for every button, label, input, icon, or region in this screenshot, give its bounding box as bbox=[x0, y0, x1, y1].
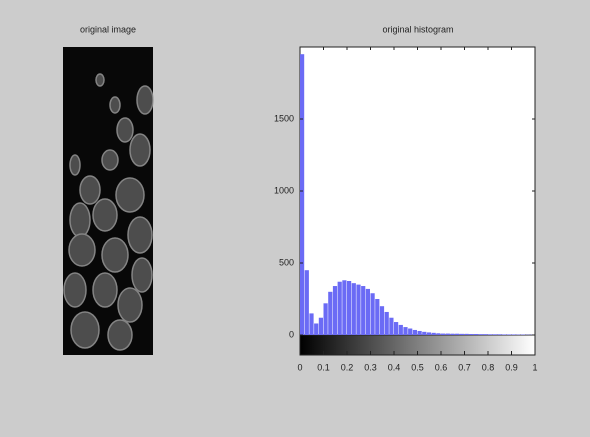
bar bbox=[318, 317, 323, 335]
x-tick-label: 0.3 bbox=[364, 362, 377, 372]
bar bbox=[483, 334, 488, 335]
x-tick-label: 0.8 bbox=[482, 362, 495, 372]
bar bbox=[506, 334, 511, 335]
bar bbox=[300, 54, 305, 335]
bar bbox=[497, 334, 502, 335]
bar bbox=[502, 334, 507, 335]
bar bbox=[469, 333, 474, 335]
x-tick-label: 0.4 bbox=[388, 362, 401, 372]
bar bbox=[455, 333, 460, 335]
bar bbox=[464, 333, 469, 335]
x-tick-label: 0 bbox=[297, 362, 302, 372]
y-tick-label: 1500 bbox=[274, 113, 294, 123]
bar bbox=[365, 288, 370, 335]
bar bbox=[370, 293, 375, 335]
bar bbox=[478, 334, 483, 335]
bar bbox=[347, 281, 352, 335]
bar bbox=[441, 333, 446, 335]
x-tick-label: 0.6 bbox=[435, 362, 448, 372]
bar bbox=[337, 281, 342, 335]
x-tick-label: 0.5 bbox=[411, 362, 424, 372]
bar bbox=[342, 280, 347, 335]
bar bbox=[511, 334, 516, 335]
y-tick-label: 0 bbox=[289, 329, 294, 339]
bar bbox=[323, 303, 328, 335]
bar bbox=[361, 286, 366, 335]
bar bbox=[450, 333, 455, 335]
y-tick-label: 500 bbox=[279, 257, 294, 267]
bar bbox=[412, 329, 417, 335]
y-tick-label: 1000 bbox=[274, 185, 294, 195]
histogram-title: original histogram bbox=[382, 24, 453, 34]
bar bbox=[379, 306, 385, 335]
bar bbox=[398, 324, 403, 335]
image bbox=[63, 47, 154, 355]
bar bbox=[492, 334, 497, 335]
bar bbox=[459, 333, 464, 335]
x-tick-label: 0.2 bbox=[341, 362, 354, 372]
image-title: original image bbox=[80, 24, 136, 34]
bar bbox=[417, 330, 422, 335]
bar bbox=[389, 317, 394, 335]
bar bbox=[426, 332, 432, 335]
bar bbox=[304, 270, 309, 335]
bar bbox=[431, 332, 436, 335]
x-tick-label: 0.1 bbox=[317, 362, 330, 372]
bar bbox=[488, 334, 493, 335]
bar bbox=[351, 283, 356, 335]
bar bbox=[422, 331, 427, 335]
bar bbox=[473, 333, 479, 335]
bar bbox=[408, 328, 413, 335]
x-tick-label: 0.9 bbox=[505, 362, 518, 372]
bar bbox=[332, 286, 338, 335]
bar bbox=[384, 311, 389, 335]
bar bbox=[394, 322, 399, 335]
bar bbox=[436, 333, 441, 335]
bar bbox=[328, 291, 333, 335]
x-tick-label: 0.7 bbox=[458, 362, 471, 372]
bar bbox=[445, 333, 450, 335]
bar bbox=[314, 323, 319, 335]
x-tick-label: 1 bbox=[532, 362, 537, 372]
bar bbox=[375, 299, 380, 335]
bar bbox=[356, 284, 361, 335]
bar bbox=[403, 327, 408, 335]
bar bbox=[309, 313, 314, 335]
